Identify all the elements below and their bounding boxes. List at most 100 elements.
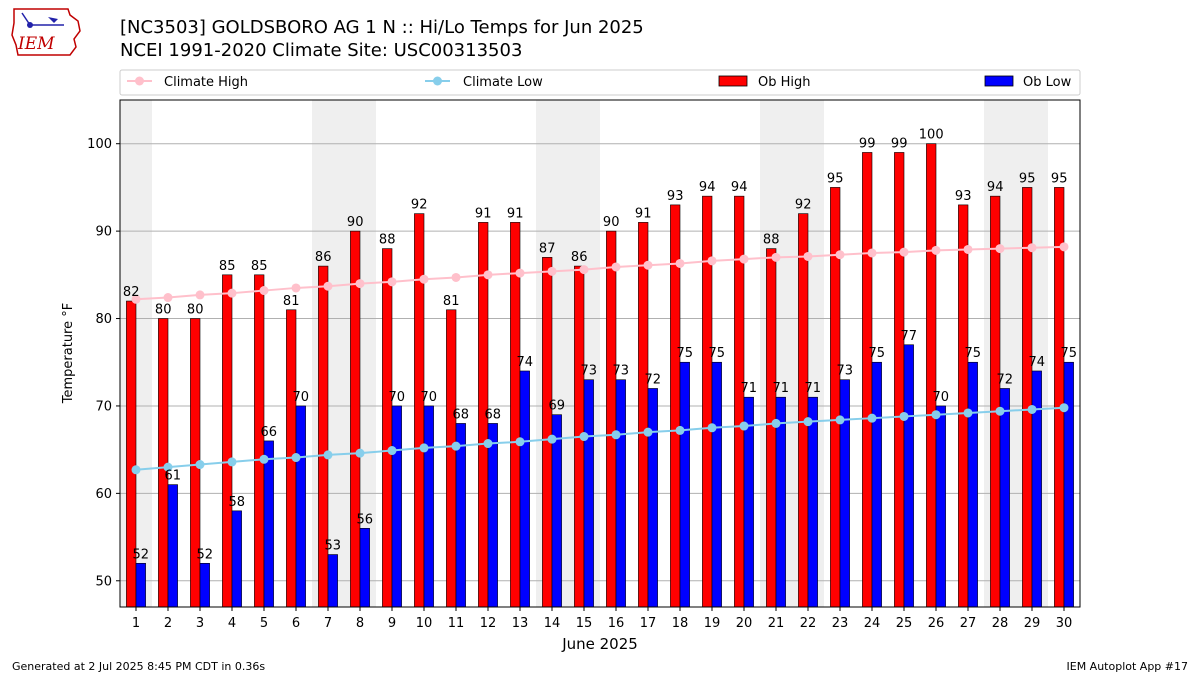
ob-high-label-13: 91 <box>507 206 524 221</box>
ob-low-bar-3 <box>199 562 210 608</box>
ob-high-label-5: 85 <box>251 259 268 274</box>
grid-lines <box>120 143 1080 582</box>
ob-low-label-11: 68 <box>453 407 470 422</box>
x-tick-label-23: 23 <box>832 616 849 631</box>
ob-low-label-6: 70 <box>293 390 310 405</box>
ob-low-bar-25 <box>903 344 914 608</box>
bar-labels: 82 80 80 85 85 81 86 90 88 92 81 91 91 87 86 90 91 93 94 94… <box>123 128 1077 563</box>
ob-high-bar-2 <box>158 318 169 608</box>
climate-low-point-1 <box>131 465 141 475</box>
ob-high-bar-14 <box>542 257 553 608</box>
ob-low-bar-26 <box>935 405 946 608</box>
ob-high-label-15: 86 <box>571 250 588 265</box>
ob-low-bar-22 <box>807 396 818 608</box>
ob-high-bar-26 <box>926 143 937 608</box>
climate-low-point-8 <box>355 448 365 458</box>
ob-low-label-4: 58 <box>229 495 246 510</box>
y-tick-label-60: 60 <box>95 487 112 502</box>
climate-high-point-6 <box>291 283 301 293</box>
legend: Climate High Climate Low Ob High Ob Low <box>119 69 1081 96</box>
x-tick-label-10: 10 <box>416 616 433 631</box>
ob-high-label-17: 91 <box>635 206 652 221</box>
ob-low-label-23: 73 <box>837 364 854 379</box>
ob-low-label-3: 52 <box>197 547 214 562</box>
bars <box>126 143 1074 608</box>
climate-low-point-9 <box>387 446 397 456</box>
ob-low-bar-8 <box>359 528 370 608</box>
ob-high-label-3: 80 <box>187 303 204 318</box>
x-tick-label-9: 9 <box>388 616 396 631</box>
ob-low-bar-6 <box>295 405 306 608</box>
climate-low-point-18 <box>675 425 685 435</box>
climate-low-point-30 <box>1059 403 1069 413</box>
x-axis: 1 2 3 4 5 6 7 8 9 10 11 12 13 14 15 16 17 18 19 20 21 22 23 24 2… <box>132 607 1072 631</box>
ob-low-label-5: 66 <box>261 425 278 440</box>
climate-low-point-24 <box>867 413 877 423</box>
x-tick-label-6: 6 <box>292 616 300 631</box>
ob-high-bar-4 <box>222 274 233 608</box>
x-tick-label-15: 15 <box>576 616 593 631</box>
x-tick-label-24: 24 <box>864 616 881 631</box>
ob-high-bar-23 <box>830 187 841 608</box>
climate-low-point-6 <box>291 453 301 463</box>
legend-ob-high-label: Ob High <box>758 75 811 90</box>
ob-low-label-1: 52 <box>133 547 150 562</box>
ob-low-bar-18 <box>679 361 690 608</box>
ob-low-label-17: 72 <box>645 372 662 387</box>
climate-low-point-12 <box>483 439 493 449</box>
y-tick-label-90: 90 <box>95 225 112 240</box>
ob-high-label-28: 94 <box>987 180 1004 195</box>
x-tick-label-30: 30 <box>1056 616 1073 631</box>
ob-low-bar-1 <box>135 562 146 608</box>
ob-low-label-25: 77 <box>901 329 918 344</box>
ob-low-label-28: 72 <box>997 372 1014 387</box>
climate-high-point-3 <box>195 290 205 300</box>
iem-logo-text: IEM <box>17 34 55 54</box>
ob-low-label-12: 68 <box>485 407 502 422</box>
ob-high-label-16: 90 <box>603 215 620 230</box>
x-tick-label-27: 27 <box>960 616 977 631</box>
ob-high-label-6: 81 <box>283 294 300 309</box>
climate-high-point-14 <box>547 266 557 276</box>
climate-high-point-10 <box>419 274 429 284</box>
ob-low-bar-12 <box>487 423 498 608</box>
ob-high-label-10: 92 <box>411 198 428 213</box>
climate-high-point-26 <box>931 245 941 255</box>
ob-low-bar-9 <box>391 405 402 608</box>
ob-high-label-11: 81 <box>443 294 460 309</box>
climate-low-point-22 <box>803 417 813 427</box>
legend-ob-high: Ob High <box>718 75 811 90</box>
climate-high-point-11 <box>451 272 461 282</box>
x-tick-label-22: 22 <box>800 616 817 631</box>
x-tick-label-2: 2 <box>164 616 172 631</box>
ob-low-bar-2 <box>167 484 178 608</box>
x-tick-label-26: 26 <box>928 616 945 631</box>
ob-high-label-23: 95 <box>827 171 844 186</box>
ob-low-bar-19 <box>711 361 722 608</box>
climate-high-point-27 <box>963 244 973 254</box>
ob-high-bar-10 <box>414 213 425 608</box>
climate-low-point-28 <box>995 406 1005 416</box>
iem-logo: IEM <box>8 5 84 60</box>
ob-high-label-4: 85 <box>219 259 236 274</box>
ob-high-label-30: 95 <box>1051 171 1068 186</box>
climate-high-point-30 <box>1059 242 1069 252</box>
ob-high-label-24: 99 <box>859 136 876 151</box>
climate-high-point-18 <box>675 258 685 268</box>
x-tick-label-14: 14 <box>544 616 561 631</box>
ob-low-label-24: 75 <box>869 346 886 361</box>
ob-high-bar-5 <box>254 274 265 608</box>
ob-high-label-12: 91 <box>475 206 492 221</box>
climate-low-point-19 <box>707 423 717 433</box>
ob-high-bar-28 <box>990 195 1001 608</box>
x-tick-label-13: 13 <box>512 616 529 631</box>
legend-climate-low-label: Climate Low <box>463 75 543 90</box>
ob-high-label-21: 88 <box>763 233 780 248</box>
ob-low-label-16: 73 <box>613 364 630 379</box>
climate-low-point-21 <box>771 418 781 428</box>
x-tick-label-17: 17 <box>640 616 657 631</box>
ob-high-label-27: 93 <box>955 189 972 204</box>
climate-high-point-15 <box>579 265 589 275</box>
climate-low-point-10 <box>419 443 429 453</box>
